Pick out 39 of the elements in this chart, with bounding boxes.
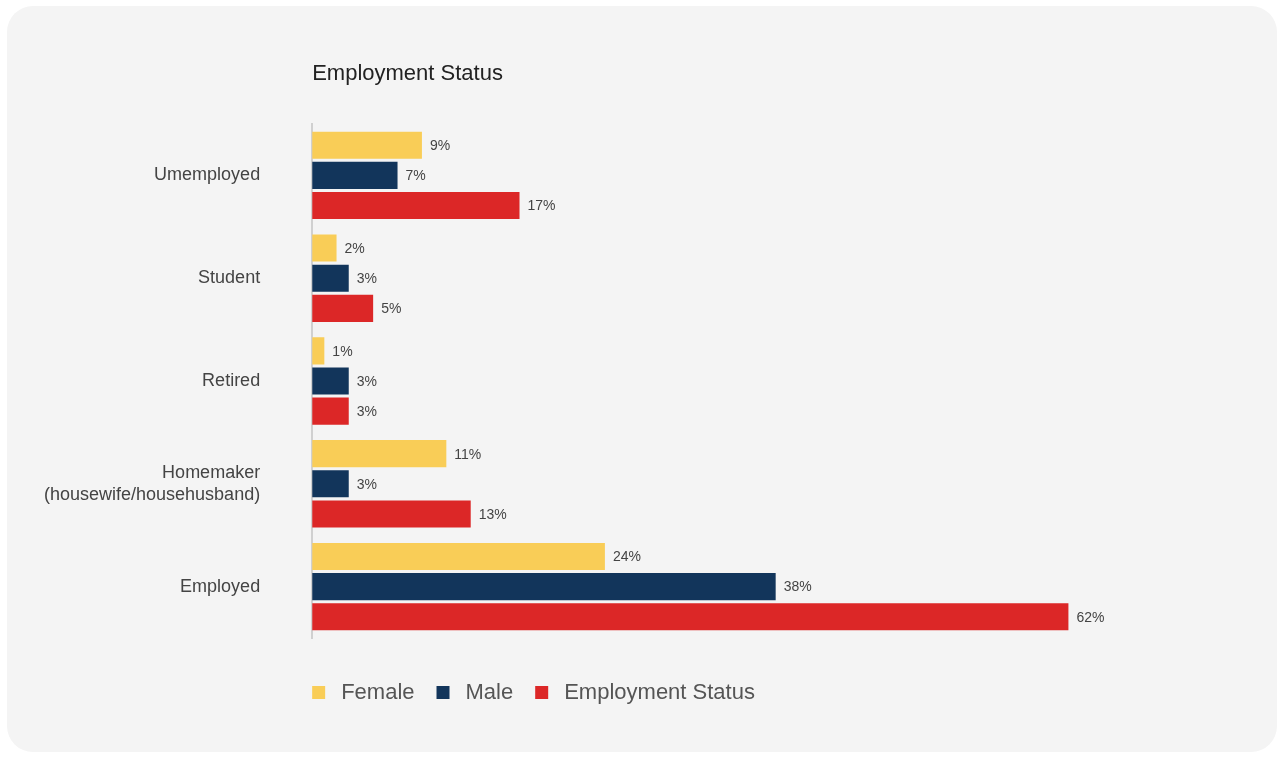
bar [312, 191, 520, 220]
data-label: 1% [332, 342, 353, 359]
y-tick-label: Umemployed [154, 164, 261, 185]
bar [312, 264, 349, 292]
bar [312, 161, 398, 189]
bar [312, 367, 349, 395]
bar [312, 337, 325, 365]
data-label: 11% [454, 445, 482, 462]
data-label: 38% [783, 578, 812, 595]
chart-title: Employment Status [312, 60, 503, 85]
data-label: 3% [356, 475, 377, 492]
bar [312, 573, 776, 601]
data-label: 7% [405, 167, 426, 184]
bar [312, 542, 605, 571]
bar [312, 603, 1069, 631]
data-label: 13% [478, 505, 507, 522]
bar [312, 440, 447, 468]
bar [312, 470, 349, 498]
y-tick-label: Homemaker (housewife/househusband) [43, 461, 261, 504]
y-tick-label: Student [198, 267, 261, 288]
data-label: 3% [356, 403, 377, 420]
data-label: 5% [381, 300, 402, 317]
data-label: 9% [429, 137, 451, 154]
bar [312, 131, 422, 159]
bar [312, 397, 349, 425]
legend-label: Male [465, 679, 514, 705]
bar [312, 294, 374, 322]
y-tick-label: Employed [180, 575, 261, 596]
data-label: 2% [344, 239, 365, 256]
y-tick-label: Retired [202, 369, 261, 390]
data-label: 17% [527, 197, 556, 214]
legend-label: Female [341, 679, 415, 705]
data-label: 3% [356, 372, 377, 389]
data-label: 62% [1076, 608, 1105, 625]
bar [312, 234, 337, 262]
data-label: 3% [356, 270, 377, 287]
data-label: 24% [612, 548, 641, 565]
legend-label: Employment Status [564, 679, 755, 705]
bar [312, 500, 471, 528]
